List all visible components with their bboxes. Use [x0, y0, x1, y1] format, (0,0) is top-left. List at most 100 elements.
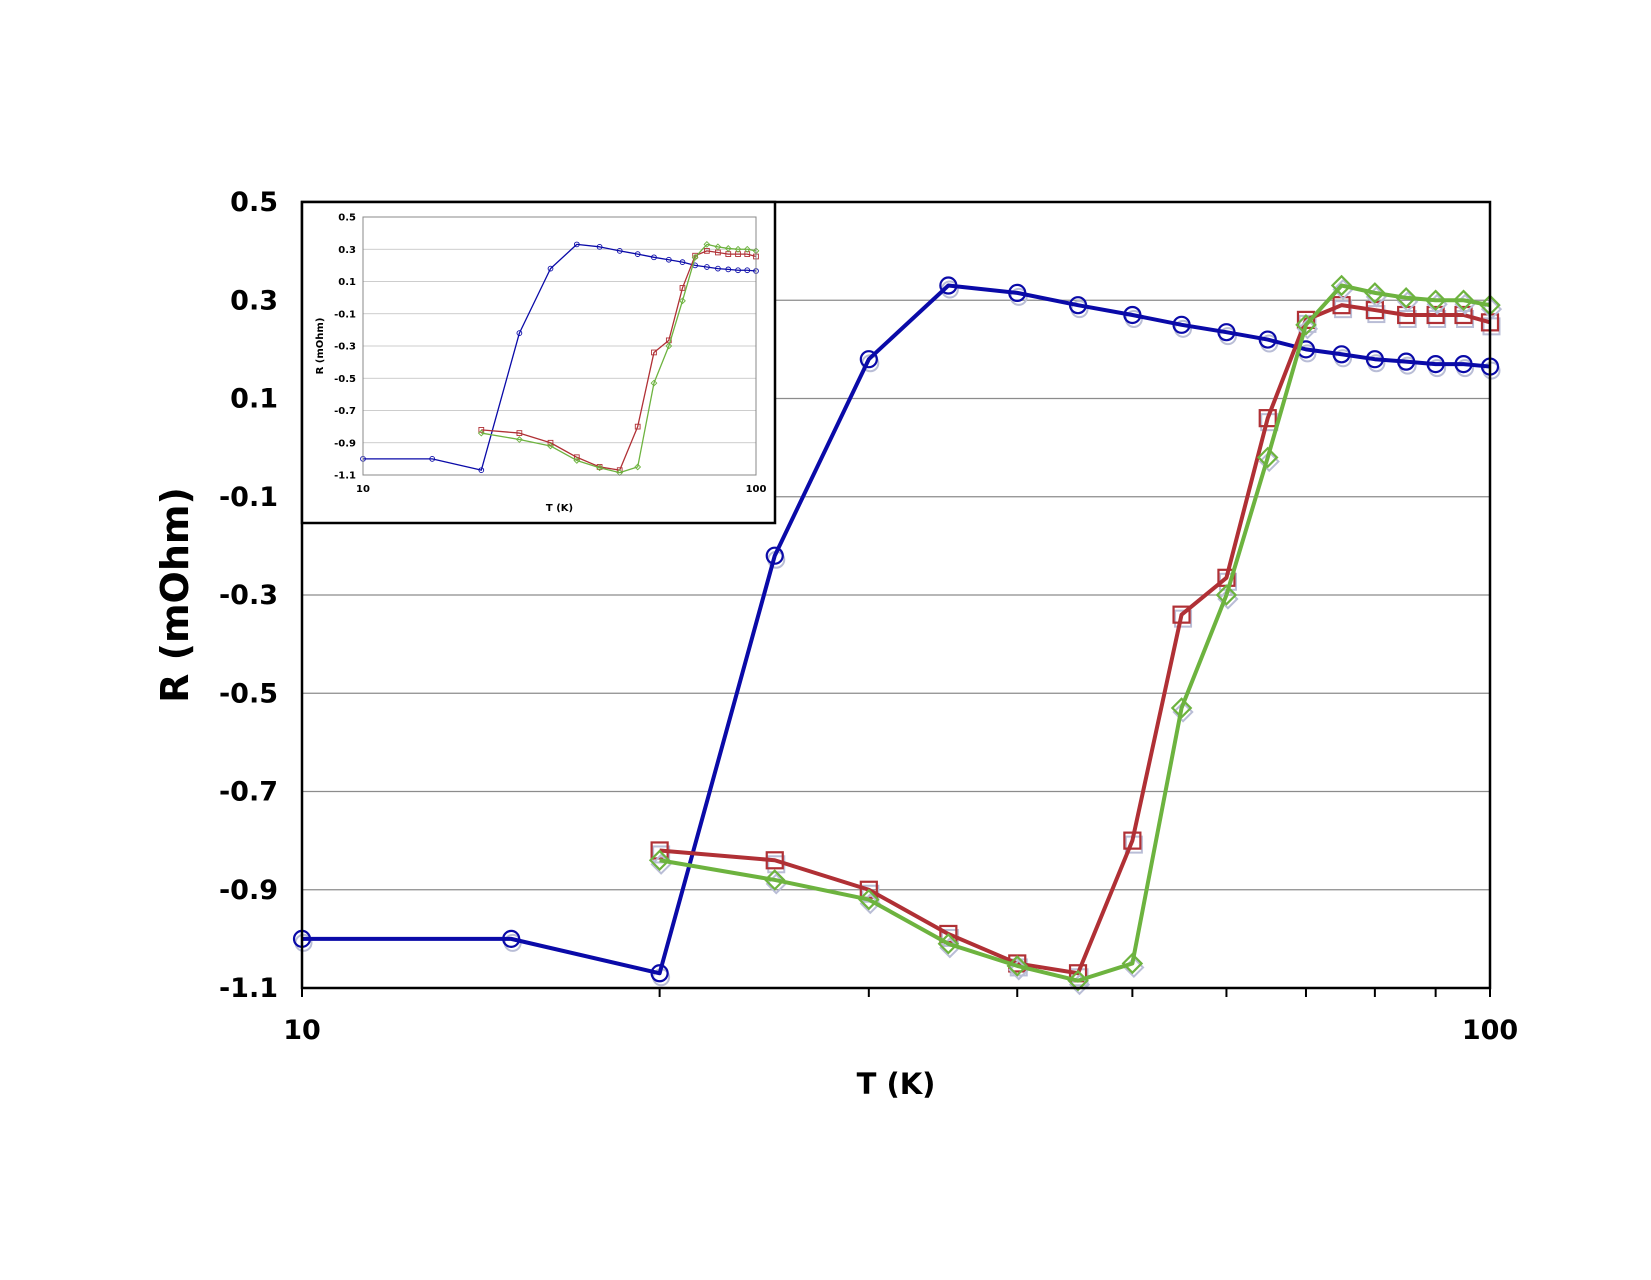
- main-series-2-marker: [1426, 305, 1445, 325]
- inset-y-tick-labels: 0.5 0.3 0.1 -0.1 -0.3 -0.5 -0.7 -0.9 -1.1: [334, 213, 356, 482]
- main-series-1-marker: [1258, 330, 1277, 349]
- inset-series-1-marker: [735, 267, 741, 274]
- main-series-1-marker: [1123, 305, 1142, 325]
- inset-series-2-marker: [634, 423, 641, 430]
- inset-plot-frame: [362, 216, 757, 476]
- inset-series-1-marker: [704, 264, 710, 270]
- main-y-tick-label: -0.1: [219, 482, 278, 513]
- main-series-1-marker: [1172, 315, 1191, 334]
- main-x-tick-label: 10: [283, 1015, 321, 1046]
- main-series-1-marker: [1397, 352, 1416, 371]
- inset-series-2-marker: [478, 427, 485, 433]
- inset-series-1-marker: [665, 256, 672, 263]
- main-series-1-marker: [859, 350, 878, 369]
- inset-series-2-line: [481, 250, 757, 471]
- main-series-1-marker: [1008, 283, 1027, 302]
- inset-y-tick-label: 0.3: [338, 245, 356, 256]
- main-series-2-marker: [1123, 831, 1142, 850]
- main-y-tick-label: 0.5: [230, 187, 278, 218]
- main-series-3-marker: [1170, 697, 1193, 719]
- inset-series-1-marker: [715, 265, 721, 272]
- inset-series-3-marker: [477, 429, 485, 437]
- inset-series-3-marker: [724, 245, 732, 252]
- main-series-1-marker: [1217, 323, 1236, 342]
- inset-y-axis-title: R (mOhm): [315, 318, 326, 375]
- inset-series-1-marker: [725, 266, 732, 273]
- main-series-1-marker: [502, 929, 521, 948]
- inset-y-tick-label: -0.7: [334, 406, 356, 417]
- inset-series-1-marker: [429, 456, 436, 462]
- inset-y-tick-label: -0.5: [334, 374, 356, 385]
- main-series-3-marker: [1067, 969, 1089, 992]
- main-series-1-marker: [939, 276, 958, 295]
- main-y-tick-label: 0.1: [230, 384, 278, 415]
- inset-series-3-marker: [515, 436, 523, 443]
- main-series-2-marker-shadow: [1428, 309, 1447, 328]
- y-axis-title: R (mOhm): [153, 487, 197, 703]
- inset-y-tick-label: -0.9: [334, 438, 356, 449]
- inset-series-2-marker: [679, 285, 686, 291]
- inset-series-1-marker: [634, 251, 641, 257]
- main-series-3-marker: [1006, 955, 1029, 977]
- inset-series-3-marker: [650, 379, 658, 387]
- main-y-tick-label: 0.3: [230, 285, 278, 316]
- inset-series-2-marker: [651, 349, 657, 356]
- inset-series-1-marker: [547, 265, 554, 272]
- main-series-3-marker: [937, 933, 960, 955]
- main-series-3-marker: [1395, 287, 1417, 309]
- inset-series-3-marker: [734, 245, 742, 253]
- inset-series-2-marker: [547, 439, 554, 446]
- main-series-3-marker: [1121, 952, 1144, 975]
- main-series-3-marker: [1330, 274, 1353, 297]
- inset-series-3-marker: [665, 342, 673, 350]
- main-series-3-marker: [763, 869, 786, 891]
- main-series-group: [292, 274, 1503, 996]
- main-series-3-marker: [858, 888, 880, 911]
- main-y-tick-label: -0.3: [219, 580, 278, 611]
- main-plot-frame: [300, 200, 1492, 990]
- inset-series-1-marker: [516, 330, 523, 336]
- main-series-1-marker: [1365, 350, 1384, 369]
- inset-chart: 0.50.30.1-0.1-0.3-0.5-0.7-0.9-1.1 10 100 …: [300, 200, 777, 525]
- main-series-2-line: [659, 303, 1491, 976]
- inset-y-tick-label: 0.1: [338, 277, 356, 288]
- inset-x-tick-labels: 10 100: [356, 484, 766, 495]
- main-y-tick-label: -0.7: [219, 777, 278, 808]
- inset-x-tick-label: 100: [746, 484, 767, 495]
- inset-series-3-marker: [634, 463, 642, 471]
- main-series-1-marker: [1454, 355, 1473, 374]
- inset-series-3-marker: [679, 297, 686, 305]
- main-series-3-marker: [1215, 584, 1238, 606]
- inset-series-3-marker: [573, 457, 581, 464]
- inset-series-2-marker: [704, 248, 710, 254]
- main-y-tick-label: -0.5: [219, 678, 278, 709]
- inset-y-tick-label: 0.5: [338, 213, 356, 224]
- inset-series-3-marker: [714, 243, 722, 251]
- main-series-3-marker: [1295, 314, 1317, 336]
- inset-series-1-marker: [573, 241, 580, 248]
- inset-series-3-marker: [743, 245, 751, 253]
- inset-x-axis-title: T (K): [546, 503, 573, 514]
- main-x-tick-label: 100: [1462, 1015, 1518, 1046]
- main-series-3-marker: [1364, 282, 1386, 304]
- main-series-1-marker: [765, 546, 784, 565]
- main-series-1-marker: [1426, 355, 1445, 374]
- main-y-tick-label: -1.1: [219, 973, 278, 1004]
- inset-y-tick-label: -0.1: [334, 309, 356, 320]
- inset-y-tick-label: -1.1: [334, 471, 356, 482]
- inset-series-1-marker: [679, 259, 686, 266]
- main-series-2-marker: [1454, 305, 1473, 325]
- main-series-1-line: [302, 283, 1491, 976]
- main-series-2-marker: [1258, 409, 1277, 428]
- main-y-tick-label: -0.9: [219, 875, 278, 906]
- inset-series-1-marker: [596, 243, 603, 250]
- inset-series-1-line: [363, 243, 757, 471]
- inset-series-3-marker: [691, 253, 699, 261]
- inset-series-2-marker: [573, 454, 580, 461]
- inset-series-1-marker: [616, 248, 623, 254]
- main-series-2-marker: [1172, 605, 1191, 624]
- main-series-2-marker: [765, 851, 784, 870]
